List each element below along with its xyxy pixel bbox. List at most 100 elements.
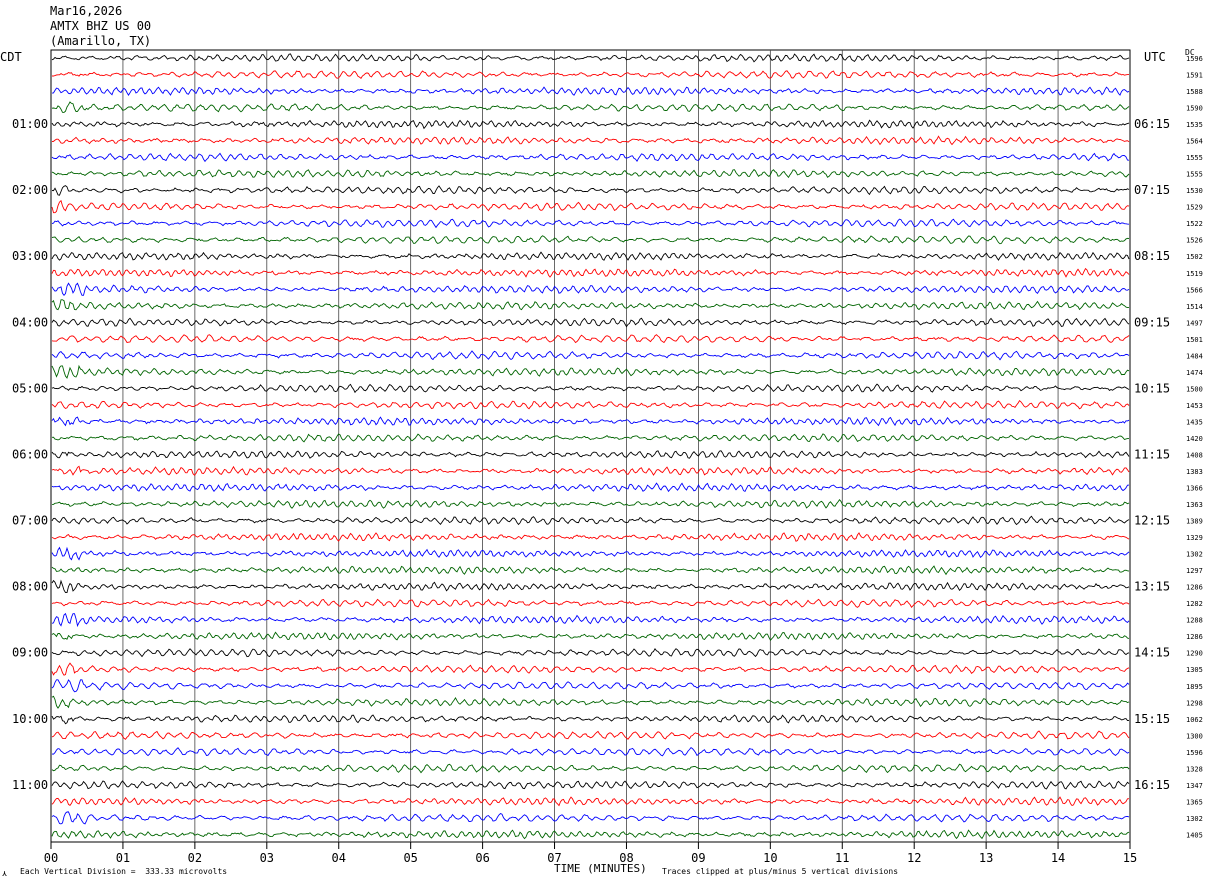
trace-line — [51, 515, 1130, 526]
dc-offset-label: 1453 — [1186, 402, 1203, 410]
trace-line — [51, 86, 1130, 96]
trace-line — [52, 70, 1129, 79]
dc-offset-label: 1555 — [1186, 154, 1203, 162]
trace-line — [51, 218, 1130, 229]
header-station: AMTX BHZ US 00 — [50, 19, 152, 33]
trace-line — [51, 364, 1130, 379]
trace-line — [51, 796, 1130, 807]
dc-offset-label: 1895 — [1186, 683, 1203, 691]
dc-offset-label: 1529 — [1186, 204, 1203, 212]
trace-line — [51, 383, 1130, 394]
x-tick-label: 03 — [260, 851, 274, 865]
trace-line — [51, 282, 1130, 297]
left-hour-label: 10:00 — [12, 712, 48, 726]
left-hour-label: 09:00 — [12, 646, 48, 660]
dc-offset-label: 1298 — [1186, 699, 1203, 707]
trace-line — [51, 579, 1130, 594]
dc-offset-label: 1282 — [1186, 600, 1203, 608]
trace-line — [51, 433, 1129, 443]
footer-corner-mark: ⋏ — [2, 869, 7, 878]
x-tick-label: 14 — [1051, 851, 1065, 865]
trace-line — [51, 350, 1130, 361]
left-hour-label: 01:00 — [12, 117, 48, 131]
left-hour-label: 11:00 — [12, 778, 48, 792]
dc-offset-label: 1596 — [1186, 749, 1203, 757]
trace-line — [51, 829, 1130, 840]
x-tick-label: 13 — [979, 851, 993, 865]
dc-offset-label: 1588 — [1186, 88, 1203, 96]
x-axis-title: TIME (MINUTES) — [554, 862, 647, 875]
right-hour-label: 13:15 — [1134, 580, 1170, 594]
dc-offset-label: 1502 — [1186, 253, 1203, 261]
trace-line — [51, 546, 1130, 561]
trace-line — [51, 763, 1130, 774]
header-location: (Amarillo, TX) — [50, 34, 152, 48]
dc-offset-label: 1530 — [1186, 187, 1203, 195]
dc-offset-label: 1526 — [1186, 237, 1203, 245]
left-hour-label: 02:00 — [12, 183, 48, 197]
dc-offset-label: 1596 — [1186, 55, 1203, 63]
dc-offset-label: 1474 — [1186, 369, 1203, 377]
dc-offset-label: 1288 — [1186, 617, 1203, 625]
dc-offset-label: 1590 — [1186, 105, 1203, 113]
dc-offset-label: 1405 — [1186, 831, 1203, 839]
right-hour-label: 09:15 — [1134, 315, 1170, 329]
dc-offset-label: 1389 — [1186, 518, 1203, 526]
trace-line — [51, 647, 1130, 658]
x-tick-label: 15 — [1123, 851, 1137, 865]
dc-offset-label: 1514 — [1186, 303, 1203, 311]
dc-offset-label: 1328 — [1186, 765, 1203, 773]
trace-line — [51, 631, 1130, 641]
dc-offset-label: 1290 — [1186, 650, 1203, 658]
trace-line — [51, 532, 1130, 542]
dc-offset-label: 1591 — [1186, 72, 1203, 80]
plot-frame — [50, 49, 1131, 843]
trace-line — [51, 695, 1130, 709]
left-hour-label: 03:00 — [12, 249, 48, 263]
trace-line — [51, 416, 1130, 427]
dc-offset-label: 1363 — [1186, 501, 1203, 509]
trace-line — [51, 400, 1130, 410]
trace-line — [51, 53, 1130, 63]
dc-offset-label: 1302 — [1186, 815, 1203, 823]
dc-offset-label: 1300 — [1186, 732, 1203, 740]
x-tick-label: 00 — [44, 851, 58, 865]
trace-line — [51, 714, 1130, 725]
dc-offset-label: 1062 — [1186, 716, 1203, 724]
trace-line — [51, 267, 1130, 278]
trace-line — [51, 565, 1130, 576]
x-tick-label: 09 — [691, 851, 705, 865]
dc-offset-label: 1497 — [1186, 319, 1203, 327]
trace-line — [51, 465, 1130, 476]
dc-offset-label: 1347 — [1186, 782, 1203, 790]
trace-line — [51, 612, 1130, 628]
footer-scale-note: Each Vertical Division = 333.33 microvol… — [20, 867, 228, 876]
dc-offset-label: 1297 — [1186, 567, 1203, 575]
footer-clip-note: Traces clipped at plus/minus 5 vertical … — [662, 867, 899, 876]
right-hour-label: 15:15 — [1134, 712, 1170, 726]
dc-offset-label: 1366 — [1186, 485, 1203, 493]
trace-line — [51, 450, 1130, 459]
dc-column-header: DC — [1185, 48, 1195, 57]
dc-offset-label: 1329 — [1186, 534, 1203, 542]
left-hour-label: 04:00 — [12, 315, 48, 329]
x-tick-label: 07 — [547, 851, 561, 865]
trace-line — [51, 780, 1130, 790]
right-hour-label: 06:15 — [1134, 117, 1170, 131]
trace-line — [51, 598, 1130, 608]
right-hour-label: 07:15 — [1134, 183, 1170, 197]
right-hour-label: 10:15 — [1134, 381, 1170, 395]
dc-offset-label: 1302 — [1186, 551, 1203, 559]
left-hour-label: 08:00 — [12, 580, 48, 594]
trace-line — [51, 185, 1130, 196]
trace-line — [51, 811, 1130, 825]
dc-offset-label: 1501 — [1186, 336, 1203, 344]
dc-offset-label: 1365 — [1186, 798, 1203, 806]
x-tick-label: 06 — [475, 851, 489, 865]
dc-offset-label: 1519 — [1186, 270, 1203, 278]
trace-line — [51, 168, 1130, 179]
x-tick-label: 01 — [116, 851, 130, 865]
trace-line — [51, 746, 1130, 757]
trace-line — [51, 135, 1130, 146]
trace-line — [51, 101, 1130, 113]
